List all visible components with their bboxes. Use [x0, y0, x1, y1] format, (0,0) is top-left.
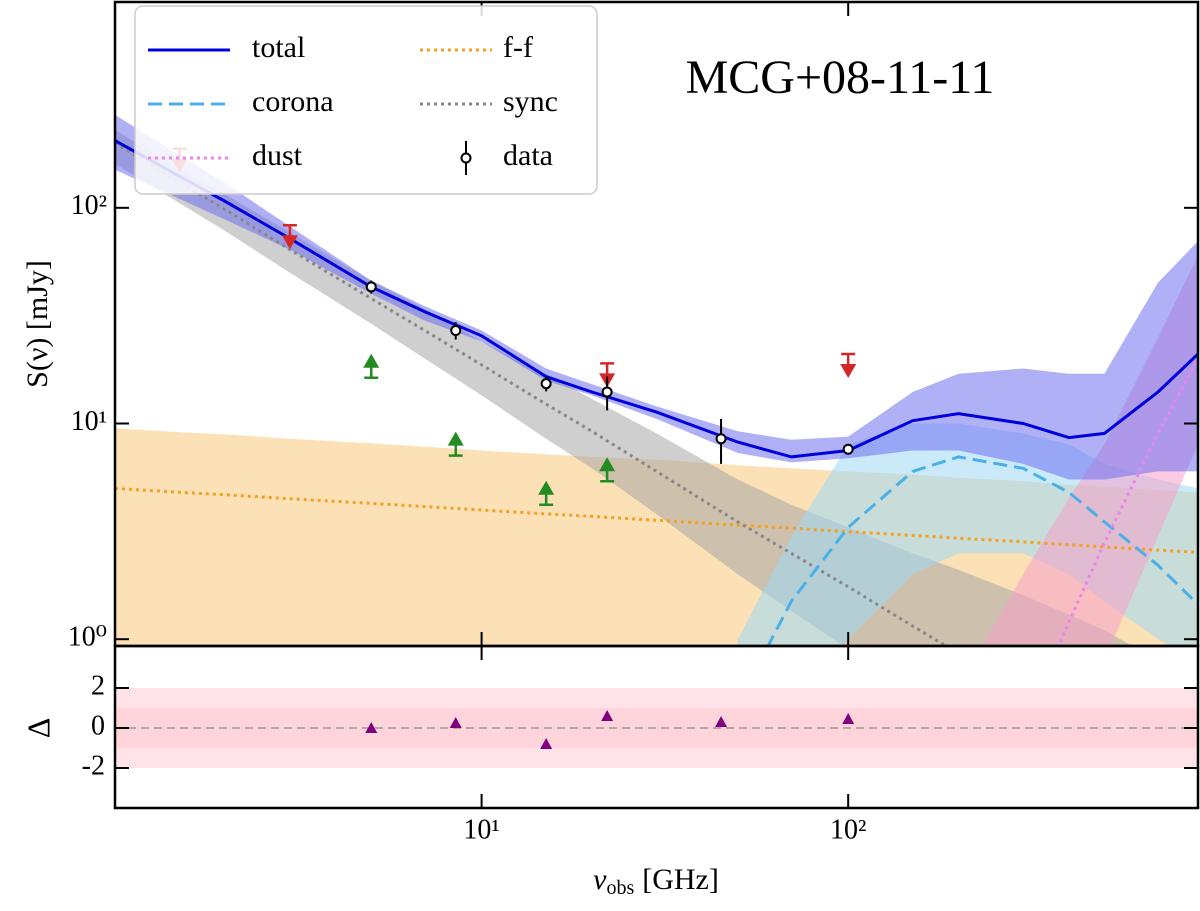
legend-label: sync — [503, 85, 558, 118]
data-point — [450, 324, 462, 336]
legend-label: corona — [252, 85, 334, 118]
legend-label: total — [252, 31, 305, 64]
y-tick-label: 10¹ — [71, 406, 107, 437]
residual-point — [601, 710, 614, 721]
data-point — [601, 386, 613, 398]
lower-limit — [538, 480, 555, 507]
model-line — [115, 139, 1198, 459]
y-tick-label: -2 — [82, 750, 105, 781]
x-axis-label: νobs [GHz] — [593, 863, 719, 899]
y-tick-label: 10⁰ — [68, 622, 107, 653]
model-line — [115, 486, 1198, 554]
lower-limit — [363, 353, 380, 379]
data-point — [842, 443, 854, 455]
legend-label: f-f — [503, 31, 533, 64]
lower-limit-arrow — [538, 480, 555, 495]
x-tick-label: 10¹ — [463, 814, 499, 845]
lower-limit-arrow — [447, 431, 464, 446]
lower-limit-arrow — [363, 353, 380, 368]
residual-point — [449, 717, 462, 728]
legend: total corona dust f-f sync data — [134, 5, 598, 195]
lower-limit — [599, 457, 616, 483]
data-point — [540, 378, 552, 390]
legend-label: data — [503, 139, 553, 172]
x-tick-label: 10² — [830, 814, 866, 845]
legend-box — [134, 5, 598, 195]
axes: 10¹ 10² 10⁰ 10¹ 10² -2 0 2 — [68, 0, 1200, 845]
x-label-unit: [GHz] — [642, 863, 719, 896]
upper-limit-arrow — [840, 364, 857, 379]
x-label-symbol: ν — [593, 863, 607, 896]
chart-title: MCG+08-11-11 — [686, 51, 995, 104]
legend-label: dust — [252, 139, 303, 172]
residual-point — [842, 713, 855, 724]
data-point — [365, 281, 377, 293]
y-tick-label: 2 — [91, 670, 105, 701]
y-tick-label: 0 — [91, 710, 105, 741]
upper-limit — [840, 352, 857, 379]
data-point — [715, 433, 727, 445]
residual-point — [365, 722, 378, 733]
y-axis-label: S(ν) [mJy] — [21, 260, 54, 388]
residual-point — [715, 716, 728, 727]
upper-limit — [281, 224, 298, 250]
lower-limit-arrow — [599, 457, 616, 472]
residual-plot-area — [115, 688, 1198, 768]
y-tick-label: 10² — [71, 190, 107, 221]
residual-axis-label: Δ — [20, 718, 56, 739]
uncertainty-band — [115, 114, 1198, 480]
x-label-subscript: obs — [606, 877, 634, 899]
legend-swatch — [460, 152, 472, 164]
model-line — [115, 141, 950, 646]
upper-limit-arrow — [281, 235, 298, 250]
residual-point — [540, 738, 553, 749]
top-plot-area — [115, 114, 1198, 646]
lower-limit — [447, 431, 464, 457]
